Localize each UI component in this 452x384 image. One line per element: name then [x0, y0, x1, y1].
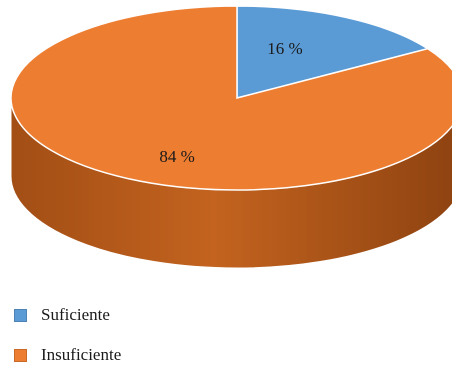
legend: Suficiente Insuficiente	[14, 304, 121, 384]
legend-item-suficiente: Suficiente	[14, 304, 121, 326]
legend-label-insuficiente: Insuficiente	[41, 345, 122, 364]
pie-slice-suficiente	[236, 5, 430, 99]
legend-label-suficiente: Suficiente	[41, 305, 110, 324]
data-label-insuficiente: 84 %	[159, 147, 194, 166]
data-label-suficiente: 16 %	[267, 39, 302, 58]
pie-chart: 16 % 84 %	[10, 5, 452, 269]
legend-swatch-insuficiente	[14, 348, 27, 362]
legend-swatch-suficiente	[14, 308, 27, 322]
pie-slice-insuficiente	[10, 5, 452, 191]
legend-item-insuficiente: Insuficiente	[14, 344, 121, 366]
